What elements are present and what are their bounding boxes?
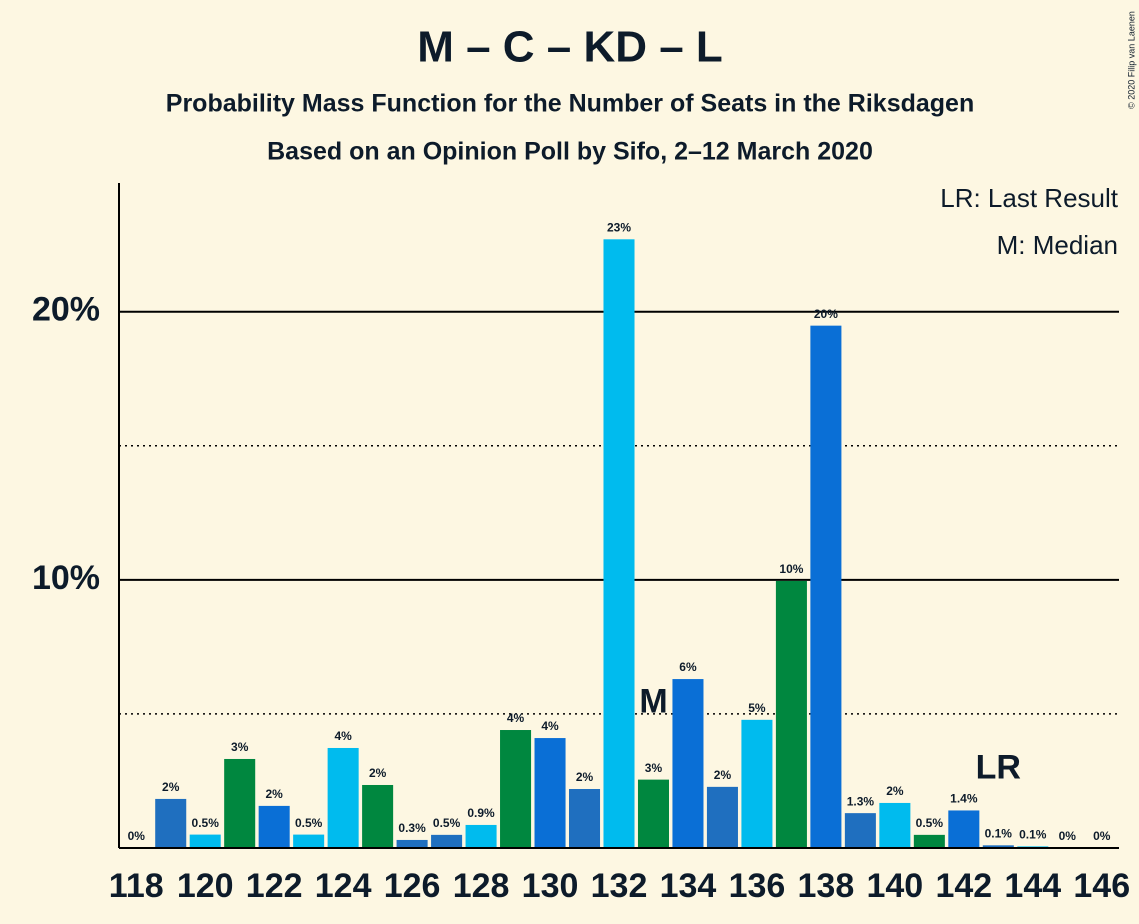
- bar: [396, 839, 428, 848]
- chart-subtitle: Based on an Opinion Poll by Sifo, 2–12 M…: [267, 138, 873, 166]
- value-label: 0.5%: [192, 816, 220, 830]
- value-label: 0.1%: [985, 826, 1013, 840]
- annotation: LR: [976, 748, 1021, 786]
- bar: [706, 786, 738, 848]
- value-label: 6%: [679, 660, 697, 674]
- value-label: 0%: [128, 829, 146, 843]
- value-label: 2%: [266, 787, 284, 801]
- bar: [534, 738, 566, 848]
- bar: [155, 798, 187, 848]
- bar: [362, 784, 394, 848]
- chart-title: M – C – KD – L: [417, 23, 723, 72]
- x-tick-label: 128: [453, 867, 510, 905]
- bar: [775, 580, 807, 848]
- bar: [603, 239, 635, 848]
- bar: [879, 802, 911, 848]
- x-tick-label: 138: [798, 867, 855, 905]
- legend-entry: LR: Last Result: [940, 183, 1119, 213]
- bar: [844, 813, 876, 848]
- credit: © 2020 Filip van Laenen: [1126, 11, 1136, 109]
- x-tick-label: 142: [935, 867, 992, 905]
- bar: [741, 719, 773, 848]
- value-label: 20%: [814, 307, 838, 321]
- value-label: 2%: [162, 780, 180, 794]
- value-label: 2%: [576, 770, 594, 784]
- value-label: 2%: [369, 766, 387, 780]
- bar: [913, 834, 945, 848]
- bar: [672, 679, 704, 848]
- bar: [258, 805, 290, 848]
- bar: [293, 834, 325, 848]
- bar: [465, 824, 497, 848]
- x-tick-label: 134: [660, 867, 717, 905]
- x-tick-label: 136: [729, 867, 786, 905]
- bar: [637, 779, 669, 848]
- x-tick-label: 120: [177, 867, 234, 905]
- bar: [948, 810, 980, 848]
- bar: [569, 789, 601, 848]
- value-label: 2%: [714, 768, 732, 782]
- value-label: 4%: [507, 711, 525, 725]
- value-label: 1.4%: [950, 792, 978, 806]
- legend-entry: M: Median: [997, 230, 1118, 260]
- x-tick-label: 140: [866, 867, 923, 905]
- x-tick-label: 130: [522, 867, 579, 905]
- y-tick-label: 20%: [32, 291, 100, 329]
- value-label: 4%: [334, 729, 352, 743]
- x-tick-label: 118: [109, 867, 164, 905]
- value-label: 10%: [779, 562, 803, 576]
- value-label: 0.5%: [433, 816, 461, 830]
- y-tick-label: 10%: [32, 559, 100, 597]
- x-tick-label: 146: [1073, 867, 1130, 905]
- x-tick-label: 126: [384, 867, 441, 905]
- bar: [189, 834, 221, 848]
- value-label: 1.3%: [847, 794, 875, 808]
- value-label: 4%: [541, 719, 559, 733]
- annotation: M: [639, 683, 667, 721]
- value-label: 2%: [886, 784, 904, 798]
- value-label: 0%: [1059, 829, 1077, 843]
- value-label: 0.3%: [398, 821, 426, 835]
- x-tick-label: 144: [1004, 867, 1061, 905]
- value-label: 0%: [1093, 829, 1111, 843]
- bar: [224, 758, 256, 848]
- chart-subtitle: Probability Mass Function for the Number…: [166, 90, 974, 118]
- bar: [431, 834, 463, 848]
- value-label: 3%: [231, 740, 249, 754]
- bar: [500, 730, 532, 848]
- x-tick-label: 132: [591, 867, 648, 905]
- value-label: 0.5%: [916, 816, 944, 830]
- x-tick-label: 124: [315, 867, 372, 905]
- value-label: 0.5%: [295, 816, 323, 830]
- value-label: 5%: [748, 701, 766, 715]
- bar: [327, 747, 359, 848]
- value-label: 23%: [607, 220, 631, 234]
- x-tick-label: 122: [246, 867, 303, 905]
- bar: [982, 845, 1014, 848]
- bar: [810, 325, 842, 849]
- value-label: 0.9%: [467, 806, 495, 820]
- value-label: 0.1%: [1019, 828, 1047, 842]
- value-label: 3%: [645, 761, 663, 775]
